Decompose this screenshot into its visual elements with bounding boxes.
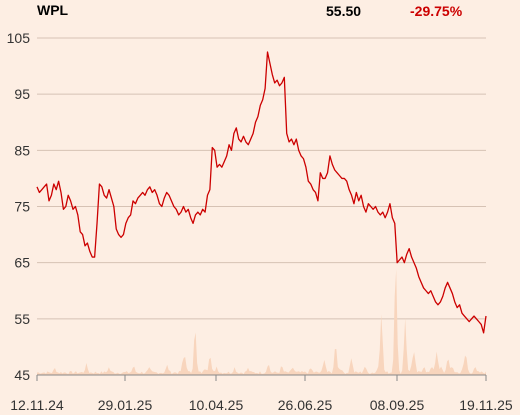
ticker-symbol: WPL <box>37 2 69 18</box>
y-axis: 105 95 85 75 65 55 45 <box>7 30 31 383</box>
y-tick-label: 95 <box>14 86 30 102</box>
x-tick-label: 26.06.25 <box>278 397 333 413</box>
x-axis: 12.11.24 29.01.25 10.04.25 26.06.25 08.09.25… <box>10 374 513 413</box>
x-tick-label: 29.01.25 <box>98 397 153 413</box>
x-tick-label: 19.11.25 <box>459 397 513 413</box>
y-tick-label: 105 <box>7 30 31 46</box>
price-change: -29.75% <box>410 3 463 19</box>
y-tick-label: 75 <box>14 199 30 215</box>
price-series <box>36 51 487 334</box>
x-tick-label: 12.11.24 <box>10 397 64 413</box>
x-tick-label: 08.09.25 <box>370 397 425 413</box>
y-tick-label: 65 <box>14 255 30 271</box>
volume-fill <box>37 269 486 375</box>
price-line <box>36 51 487 334</box>
x-tick-label: 10.04.25 <box>189 397 244 413</box>
volume-area <box>37 269 486 375</box>
last-price: 55.50 <box>326 3 362 19</box>
y-tick-label: 55 <box>14 311 30 327</box>
y-tick-label: 45 <box>14 367 30 383</box>
quote-header: WPL 55.50 -29.75% <box>0 0 520 26</box>
y-tick-label: 85 <box>14 142 30 158</box>
grid-lines <box>37 37 486 376</box>
